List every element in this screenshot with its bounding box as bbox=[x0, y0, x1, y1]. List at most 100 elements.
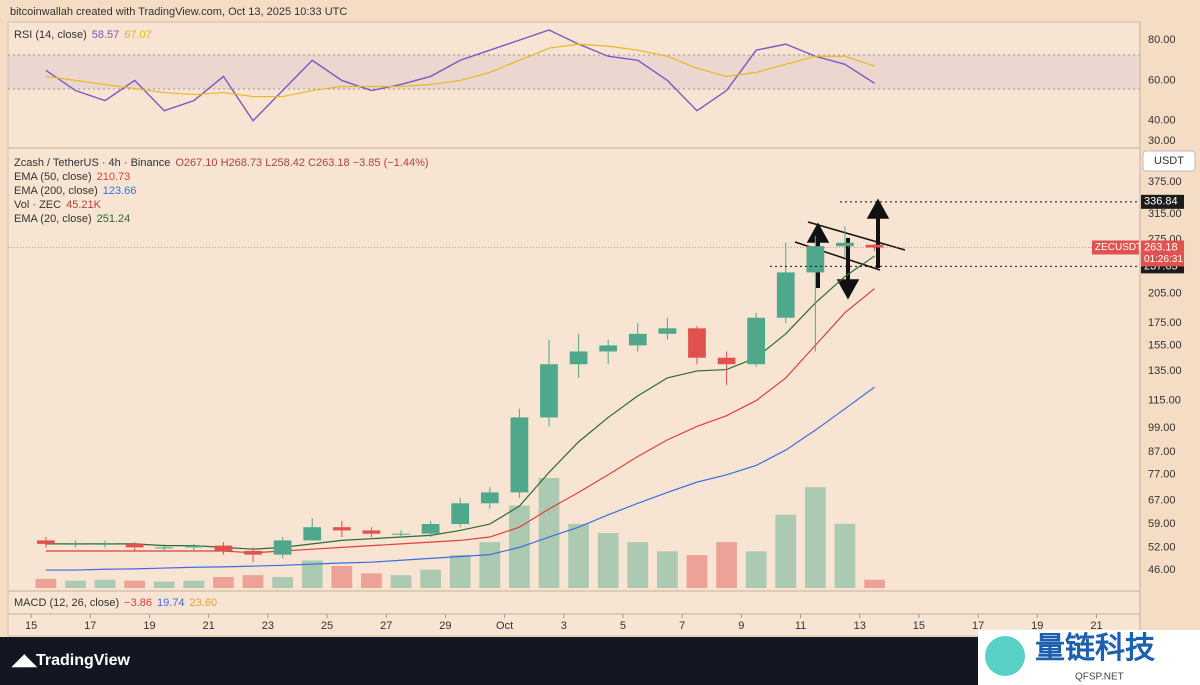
rsi-legend: RSI (14, close) 58.57 67.07 bbox=[14, 29, 162, 41]
candle-body bbox=[451, 503, 470, 525]
legend-value: 67.07 bbox=[124, 29, 152, 41]
arrow-head bbox=[866, 198, 890, 219]
legend-value: 123.66 bbox=[102, 185, 137, 197]
volume-bar bbox=[449, 555, 471, 588]
volume-bar bbox=[242, 575, 264, 588]
y-tick-label: 175.00 bbox=[1148, 317, 1182, 329]
footer-logo: TradingView bbox=[36, 652, 131, 669]
volume-bar bbox=[65, 580, 86, 588]
candle-body bbox=[569, 351, 588, 365]
y-tick-label: 60.00 bbox=[1148, 74, 1176, 86]
main-legend: Zcash / TetherUS · 4h · Binance O267.10 H… bbox=[14, 156, 434, 226]
watermark-title: 量链科技 bbox=[1035, 631, 1155, 665]
legend-value: −3.86 bbox=[124, 597, 152, 609]
volume-bar bbox=[864, 579, 885, 588]
x-tick-label: 15 bbox=[913, 620, 925, 632]
y-tick-label: 375.00 bbox=[1148, 176, 1182, 188]
legend-title: MACD (12, 26, close) bbox=[14, 597, 120, 609]
legend-row: EMA (50, close) 210.73 bbox=[14, 170, 434, 184]
volume-bar bbox=[627, 542, 649, 588]
candle-body bbox=[184, 545, 203, 548]
x-tick-label: 27 bbox=[380, 620, 392, 632]
y-tick-label: 205.00 bbox=[1148, 288, 1182, 300]
y-tick-label: 30.00 bbox=[1148, 135, 1176, 147]
volume-bar bbox=[272, 577, 293, 588]
candle-body bbox=[540, 364, 558, 418]
volume-bar bbox=[538, 478, 560, 588]
legend-value: 23.60 bbox=[189, 597, 218, 609]
legend-name: Vol · ZEC bbox=[14, 199, 62, 211]
x-tick-label: 23 bbox=[262, 620, 274, 632]
candle-body bbox=[806, 246, 825, 273]
candle-body bbox=[421, 524, 440, 534]
x-tick-label: 19 bbox=[143, 620, 155, 632]
watermark-icon bbox=[985, 636, 1025, 676]
legend-value: 210.73 bbox=[96, 171, 131, 183]
y-tick-label: 99.00 bbox=[1148, 422, 1176, 434]
rsi-band bbox=[8, 55, 1140, 89]
y-tick-label: 40.00 bbox=[1148, 115, 1176, 127]
unit-box bbox=[1142, 150, 1196, 172]
series-line bbox=[45, 29, 875, 122]
legend-name: EMA (20, close) bbox=[14, 213, 92, 225]
legend-value: −3.86 19.74 23.60 bbox=[124, 597, 222, 609]
x-tick-label: 19 bbox=[1031, 620, 1043, 632]
series-line bbox=[45, 386, 875, 571]
candle-body bbox=[510, 417, 529, 493]
watermark-url: QFSP.NET bbox=[1075, 672, 1124, 683]
volume-bar bbox=[834, 523, 856, 588]
flag-upper bbox=[807, 221, 906, 251]
volume-bar bbox=[301, 560, 323, 588]
legend-value: 58.57 bbox=[91, 29, 120, 41]
volume-bar bbox=[94, 579, 116, 588]
y-tick-label: 59.00 bbox=[1148, 518, 1176, 530]
x-tick-label: 13 bbox=[854, 620, 866, 632]
legend-row: Vol · ZEC 45.21K bbox=[14, 198, 434, 212]
volume-bar bbox=[331, 566, 353, 588]
volume-bar bbox=[745, 551, 767, 588]
y-tick-label: 115.00 bbox=[1148, 395, 1181, 407]
y-tick-label: 80.00 bbox=[1148, 34, 1176, 46]
candle-body bbox=[480, 492, 499, 504]
plot-area bbox=[7, 21, 1141, 637]
arrow-head bbox=[836, 279, 860, 300]
x-tick-label: 21 bbox=[203, 620, 215, 632]
legend-value: 19.74 bbox=[157, 597, 185, 609]
symbol-box bbox=[1092, 240, 1139, 255]
y-tick-label: 77.00 bbox=[1148, 469, 1176, 481]
volume-bar bbox=[479, 542, 501, 588]
candle-body bbox=[392, 533, 410, 535]
candle-body bbox=[332, 527, 351, 531]
countdown: 01:26:31 bbox=[1144, 254, 1183, 265]
legend-value: 45.21K bbox=[66, 199, 101, 211]
price-label: 263.18 bbox=[1144, 241, 1178, 253]
candle-body bbox=[836, 242, 854, 247]
legend-name: EMA (200, close) bbox=[14, 185, 98, 197]
x-tick-label: 17 bbox=[84, 620, 96, 632]
y-tick-label: 46.00 bbox=[1148, 564, 1176, 576]
candle-body bbox=[214, 545, 233, 551]
x-tick-label: 21 bbox=[1090, 620, 1102, 632]
x-tick-label: 9 bbox=[738, 620, 744, 632]
price-box bbox=[1141, 240, 1184, 267]
series-line bbox=[45, 288, 875, 554]
candle-body bbox=[865, 244, 884, 248]
volume-bar bbox=[390, 575, 412, 588]
y-tick-label: 87.00 bbox=[1148, 446, 1176, 458]
x-tick-label: 7 bbox=[679, 620, 685, 632]
x-tick-label: Oct bbox=[496, 620, 513, 632]
macd-legend: MACD (12, 26, close) −3.86 19.74 23.60 bbox=[14, 597, 227, 609]
y-tick-label: 315.00 bbox=[1148, 208, 1182, 220]
x-tick-label: 15 bbox=[25, 620, 37, 632]
legend-row: EMA (20, close) 251.24 bbox=[14, 212, 434, 226]
candle-body bbox=[688, 328, 706, 358]
volume-bar bbox=[686, 555, 708, 588]
y-tick-label: 155.00 bbox=[1148, 339, 1182, 351]
volume-bar bbox=[716, 542, 737, 588]
volume-bar bbox=[153, 581, 175, 588]
volume-bar bbox=[35, 578, 57, 588]
candle-body bbox=[37, 540, 55, 544]
legend-name: EMA (50, close) bbox=[14, 171, 92, 183]
candle-body bbox=[658, 328, 677, 334]
